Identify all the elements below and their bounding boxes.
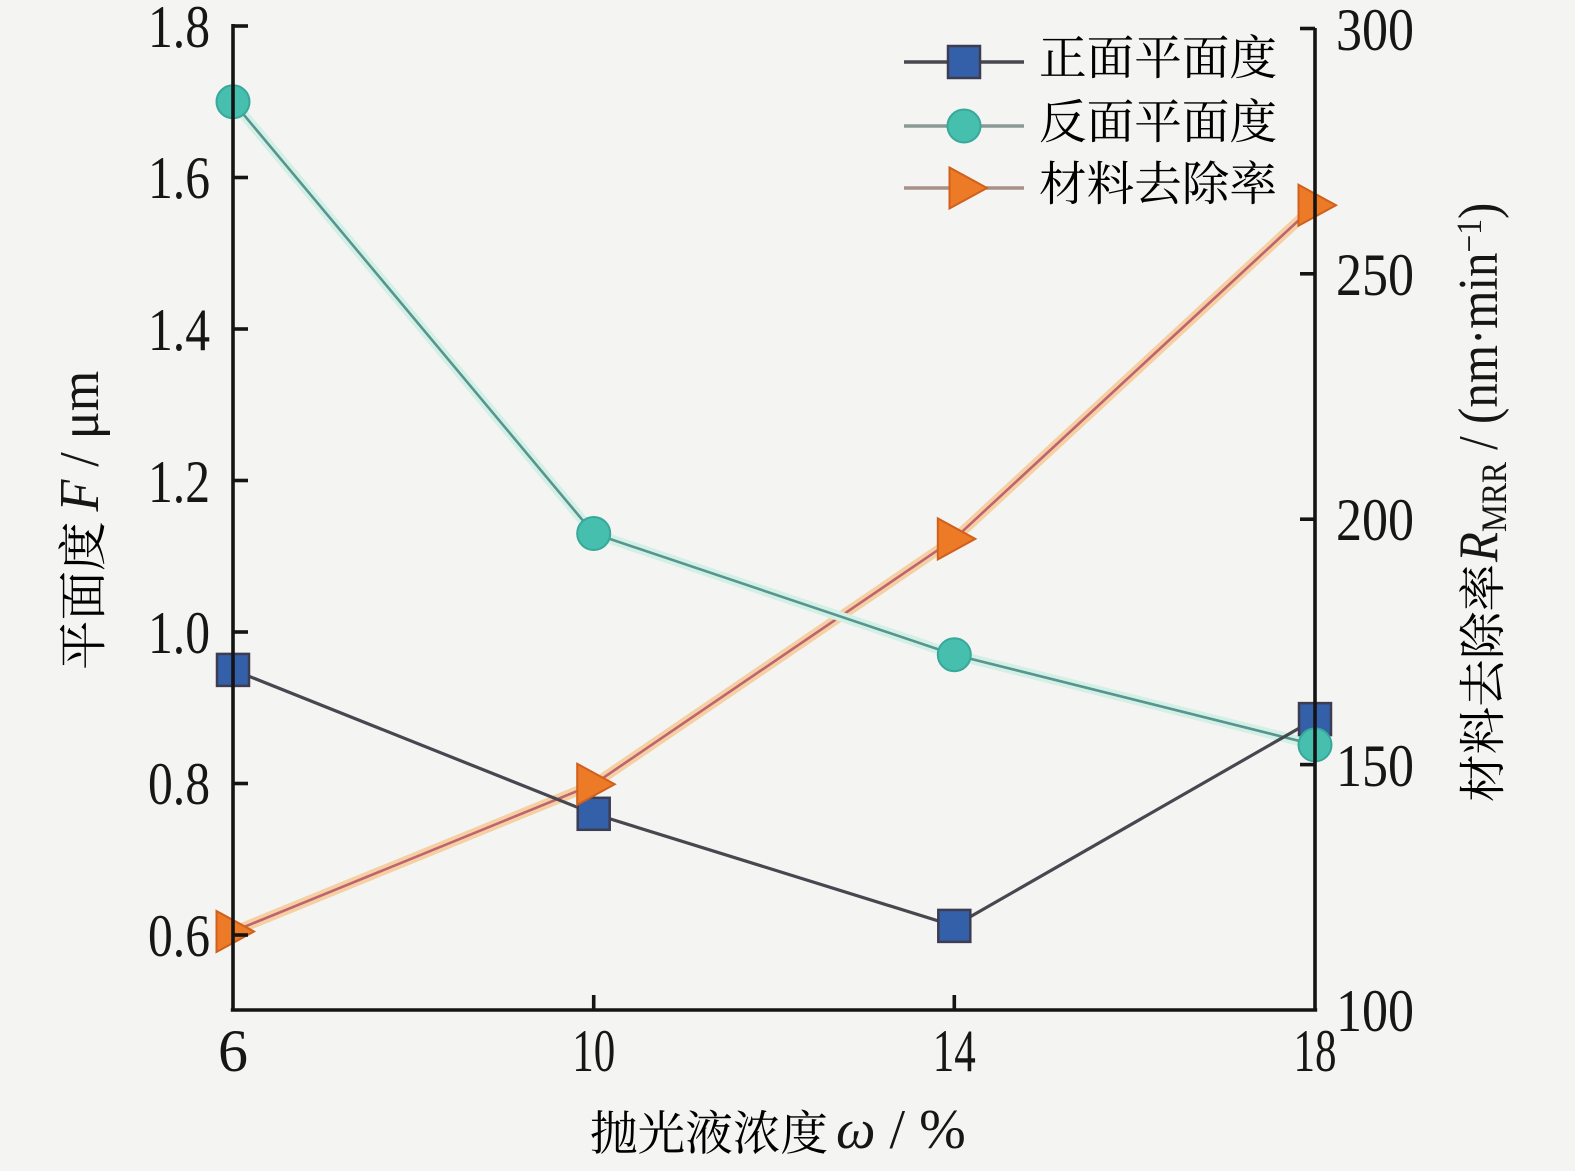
svg-text:1.4: 1.4 [148, 297, 210, 363]
svg-text:6: 6 [218, 1018, 248, 1084]
svg-text:0.8: 0.8 [148, 751, 210, 817]
svg-text:200: 200 [1336, 487, 1414, 553]
svg-text:RMRR / (nm·min−1): RMRR / (nm·min−1) [1448, 203, 1514, 563]
svg-text:1.0: 1.0 [148, 600, 210, 666]
svg-text:100: 100 [1336, 978, 1414, 1044]
svg-text:ω / %: ω / % [836, 1099, 966, 1161]
svg-text:F / μm: F / μm [48, 371, 110, 513]
svg-text:14: 14 [933, 1018, 976, 1084]
svg-text:1.2: 1.2 [148, 449, 210, 515]
svg-text:150: 150 [1336, 733, 1414, 799]
svg-text:1.8: 1.8 [148, 0, 210, 60]
svg-text:1.6: 1.6 [148, 145, 210, 211]
svg-text:18: 18 [1294, 1018, 1337, 1084]
svg-text:10: 10 [572, 1018, 615, 1084]
svg-text:0.6: 0.6 [148, 903, 210, 969]
svg-text:250: 250 [1336, 242, 1414, 308]
svg-text:300: 300 [1336, 0, 1414, 63]
